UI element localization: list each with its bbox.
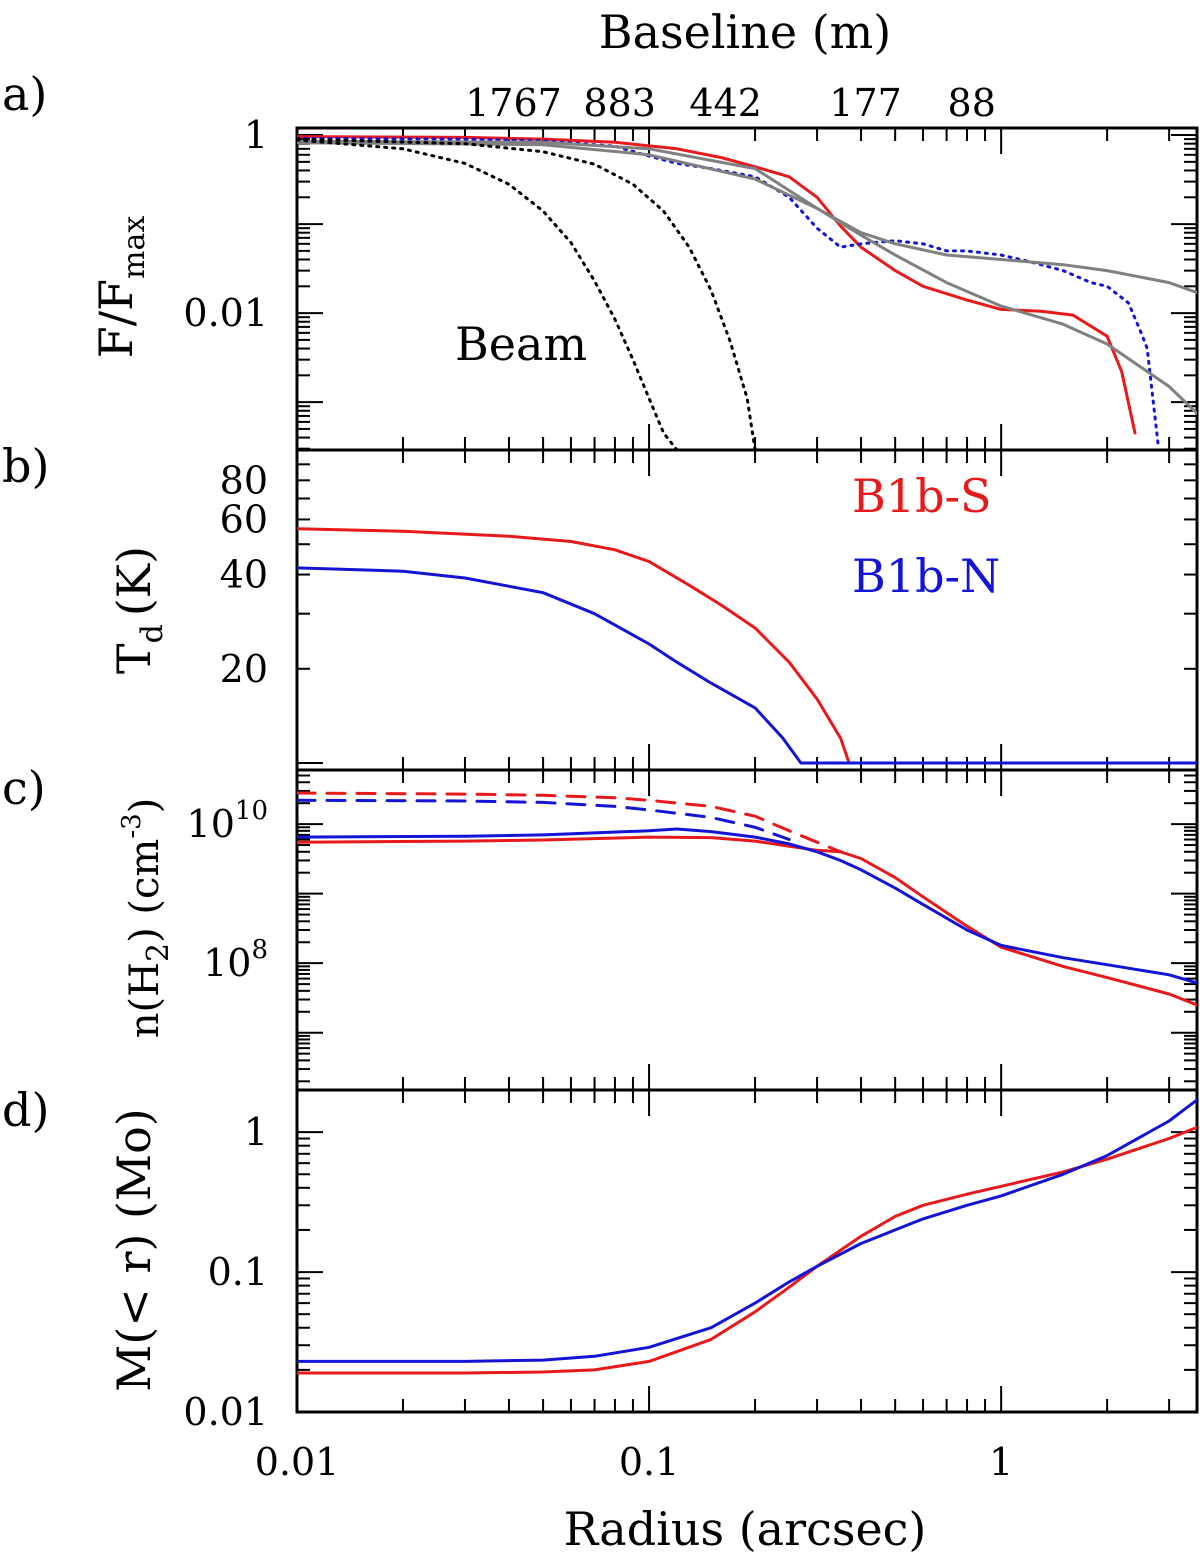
x-tick-label: 1 [989, 1440, 1013, 1484]
panel-a-ytick-label: 1 [244, 113, 268, 157]
panel-a-ylabel: F/Fmax [89, 216, 152, 359]
panel-d-tag: d) [2, 1083, 49, 1137]
panel-c-ylabel: n(H2) (cm-3) [117, 798, 176, 1039]
panel-a-tag: a) [2, 67, 47, 121]
beam-annotation: Beam [455, 317, 587, 371]
panel-c: 1010 108 [187, 768, 1199, 1092]
panel-b-ytick-label: 40 [220, 553, 268, 597]
series-B1b-S [297, 1125, 1197, 1375]
panel-b-series [297, 527, 1197, 765]
panel-d: 0.01 0.1 1 [183, 1088, 1199, 1434]
panel-c-frame [295, 768, 1199, 1092]
series-B1b-S [297, 835, 1197, 1007]
panel-c-series [297, 791, 1197, 1007]
panel-b-ytick-label: 60 [220, 497, 268, 541]
panel-d-ylabel: M(< r) (Mo) [107, 1108, 161, 1391]
panel-a-ytick-label: 0.01 [183, 291, 268, 335]
top-tick-label: 1767 [465, 81, 562, 125]
series-B1b-N [297, 136, 1161, 450]
x-axis-title: Radius (arcsec) [564, 1502, 927, 1556]
legend-b1b-n: B1b-N [852, 549, 1000, 603]
panel-c-ytick-label: 1010 [187, 796, 268, 846]
panel-c-tag: c) [2, 761, 46, 815]
series-B1b-N-dashed [297, 798, 791, 841]
series-B1b-N [297, 1098, 1197, 1363]
panel-a-series [297, 135, 1197, 450]
panel-b-frame [295, 448, 1199, 772]
series-B1b-N [297, 827, 1197, 985]
series-beam-1 [297, 138, 679, 450]
panel-b-ytick-label: 80 [220, 458, 268, 502]
top-tick-label: 883 [583, 81, 656, 125]
top-axis-title: Baseline (m) [599, 5, 891, 59]
top-tick-label: 442 [689, 81, 762, 125]
series-B1b-S-dashed [297, 791, 843, 854]
series-fit-1 [297, 139, 1197, 295]
top-tick-label: 177 [829, 81, 902, 125]
series-beam-2 [297, 137, 757, 450]
panel-d-ytick-label: 1 [244, 1110, 268, 1154]
panel-a: 10.01 [183, 113, 1199, 452]
panel-d-ytick-label: 0.1 [208, 1250, 268, 1294]
x-tick-label: 0.1 [619, 1440, 679, 1484]
legend-b1b-s: B1b-S [852, 469, 992, 523]
panel-b-ylabel: Td(K) [107, 546, 170, 674]
panel-b-ytick-label: 20 [220, 647, 268, 691]
panel-d-frame [295, 1088, 1199, 1414]
panel-b-tag: b) [2, 439, 49, 493]
top-tick-label: 88 [948, 81, 996, 125]
series-B1b-S [297, 527, 1197, 765]
series-fit-2 [297, 141, 1197, 415]
series-B1b-N [297, 566, 1197, 765]
panel-d-series [297, 1098, 1197, 1375]
panel-c-ytick-label: 108 [203, 935, 268, 985]
x-tick-label: 0.01 [255, 1440, 340, 1484]
series-B1b-S [297, 135, 1137, 435]
panel-d-ytick-label: 0.01 [183, 1390, 268, 1434]
